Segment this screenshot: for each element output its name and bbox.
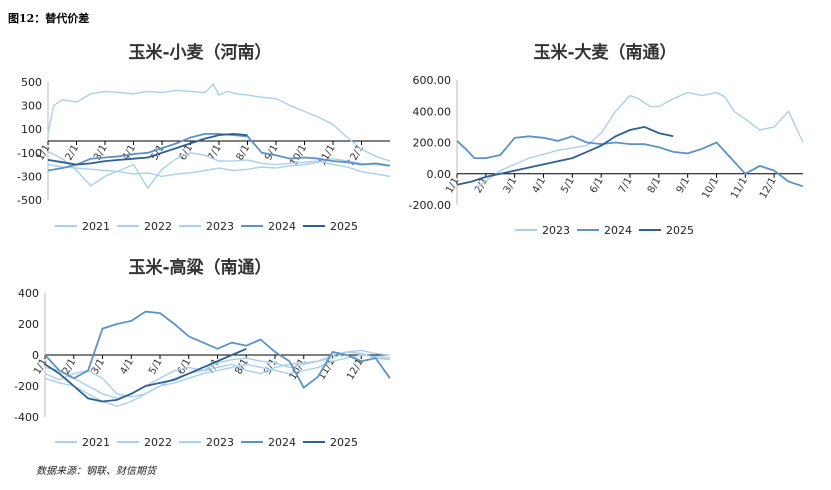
x-tick-label: 4/1: [118, 357, 136, 376]
y-tick-label: 0.00: [427, 168, 452, 181]
y-tick-label: 400: [18, 287, 39, 300]
x-tick-label: 4/1: [531, 176, 549, 195]
y-tick-label: 300: [21, 100, 42, 113]
legend-label-2024: 2024: [268, 436, 296, 449]
series-line-2024: [44, 310, 391, 389]
y-tick-label: 200: [18, 318, 39, 331]
y-tick-label: 0: [32, 349, 39, 362]
legend-label-2024: 2024: [268, 220, 296, 233]
legend-label-2024: 2024: [604, 224, 632, 237]
chart-title: 玉米-大麦（南通）: [533, 42, 676, 63]
source-note: 数据来源：钢联、财信期货: [36, 466, 156, 477]
series-line-2023: [47, 150, 391, 190]
series-line-2024: [456, 135, 804, 188]
chart-title: 玉米-高粱（南通）: [128, 257, 271, 278]
series-line-2024: [47, 133, 391, 172]
y-tick-label: -200: [14, 380, 39, 393]
x-tick-label: 2/1: [64, 143, 82, 162]
y-tick-label: -200.00: [409, 199, 451, 212]
x-tick-label: 3/1: [502, 176, 520, 195]
y-tick-label: 200.00: [413, 137, 452, 150]
series-line-2025: [456, 125, 674, 186]
y-tick-label: 400.00: [413, 105, 452, 118]
x-tick-label: 9/1: [675, 176, 693, 195]
chart-title: 玉米-小麦（河南）: [128, 42, 271, 63]
series-line-2023: [473, 91, 804, 190]
figure-header: 图12：替代价差: [8, 12, 90, 25]
x-tick-label: 5/1: [559, 176, 577, 195]
x-tick-label: 12/1: [758, 176, 779, 201]
series-line-2021: [47, 83, 391, 162]
x-tick-label: 10/1: [700, 176, 721, 201]
legend-label-2022: 2022: [144, 220, 172, 233]
chart-corn-barley-nantong: 玉米-大麦（南通）600.00400.00200.000.00-200.001/…: [409, 42, 804, 237]
x-tick-label: 3/1: [92, 143, 110, 162]
series-line-2025: [44, 347, 247, 403]
x-tick-label: 5/1: [147, 357, 165, 376]
x-tick-label: 8/1: [646, 176, 664, 195]
series-line-2023: [44, 349, 391, 398]
y-tick-label: -400: [14, 411, 39, 424]
legend-label-2023: 2023: [206, 436, 234, 449]
legend-label-2021: 2021: [82, 436, 110, 449]
y-tick-label: 600.00: [413, 74, 452, 87]
y-tick-label: -500: [17, 194, 42, 207]
legend-label-2021: 2021: [82, 220, 110, 233]
legend-label-2023: 2023: [206, 220, 234, 233]
legend-label-2022: 2022: [144, 436, 172, 449]
x-tick-label: 7/1: [617, 176, 635, 195]
x-tick-label: 6/1: [588, 176, 606, 195]
series-line-2025: [47, 132, 248, 166]
legend-label-2025: 2025: [330, 436, 358, 449]
series-line-2021: [44, 351, 391, 400]
y-tick-label: -100: [17, 147, 42, 160]
y-tick-label: -300: [17, 170, 42, 183]
legend-label-2025: 2025: [666, 224, 694, 237]
legend-label-2023: 2023: [542, 224, 570, 237]
x-tick-label: 11/1: [729, 176, 750, 201]
y-tick-label: 500: [21, 76, 42, 89]
series-line-2022: [47, 157, 391, 178]
legend-label-2025: 2025: [330, 220, 358, 233]
y-tick-label: 100: [21, 123, 42, 136]
x-tick-label: 8/1: [235, 143, 253, 162]
